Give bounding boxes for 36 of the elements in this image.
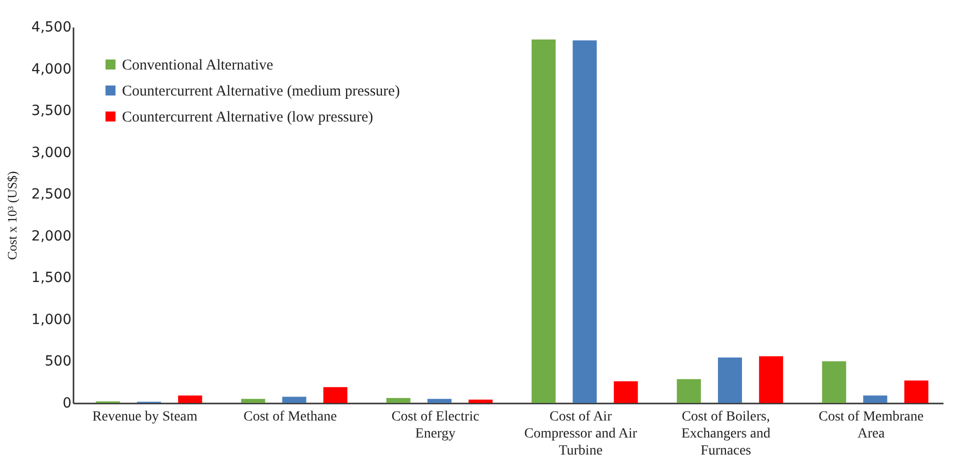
x-tick-label: Cost of Boilers, Exchangers and Furnaces [681,410,770,455]
y-tick-label: 4,000 [31,61,72,78]
bar [427,398,452,403]
y-axis-title: Cost x 10³ (US$) [4,171,20,260]
bar [468,400,493,403]
y-tick-label: 2,000 [31,228,72,244]
y-tick-label: 2,500 [31,186,72,203]
x-tick-label: Cost of Membrane Area [818,410,924,442]
x-tick-label: Cost of Methane [243,410,337,424]
y-tick-label: 3,000 [31,144,72,161]
bar [759,356,784,403]
bar [386,398,410,403]
legend-label: Countercurrent Alternative (low pressure) [122,110,374,126]
y-tick-label: 1,000 [31,312,72,328]
x-tick-label: Cost of Air Compressor and Air Turbine [524,410,638,455]
bar [904,380,928,403]
legend-label: Countercurrent Alternative (medium pressure) [122,84,400,100]
y-tick-label: 0 [62,396,72,412]
y-tick-label: 4,500 [31,20,72,36]
bar [323,387,348,403]
bar [614,381,638,403]
legend-label: Conventional Alternative [122,58,274,74]
bar [282,396,306,403]
bar [241,398,266,403]
bar [863,395,888,403]
bar [572,40,597,403]
y-tick-label: 1,500 [31,270,72,286]
y-tick-label: 3,500 [31,103,72,120]
bar [178,395,202,403]
bar [718,357,742,403]
x-tick-label: Revenue by Steam [92,410,198,424]
x-tick-label: Cost of Electric Energy [391,410,480,442]
bar [532,40,556,403]
y-tick-label: 500 [44,354,72,370]
bar [676,379,701,403]
bar [822,361,846,403]
